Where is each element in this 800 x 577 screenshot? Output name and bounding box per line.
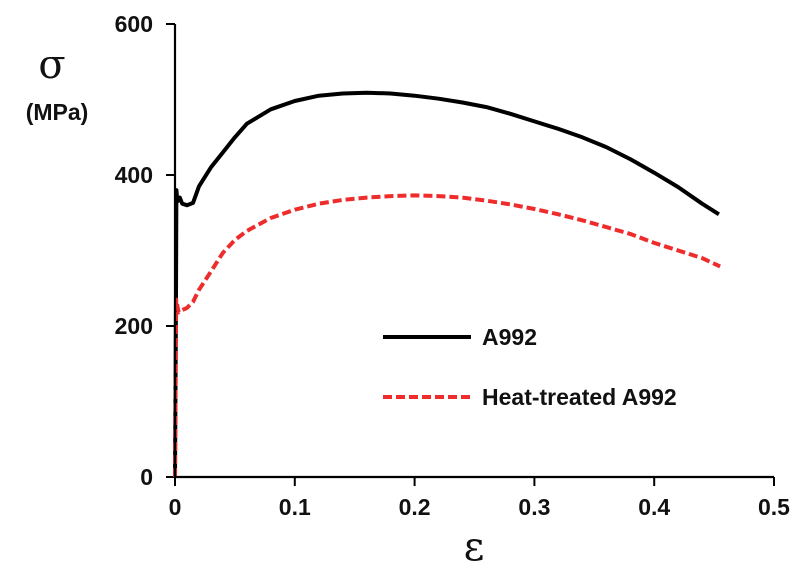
y-tick-label: 400 <box>115 162 153 188</box>
x-axis-ticks: 0 0.1 0.2 0.3 0.4 0.5 <box>169 477 790 520</box>
legend-label: A992 <box>482 324 537 350</box>
x-tick-label: 0.4 <box>638 494 670 520</box>
legend-label: Heat-treated A992 <box>482 384 677 410</box>
series-layer <box>173 90 721 478</box>
y-axis-ticks: 0 200 400 600 <box>115 11 175 490</box>
series-line-heat-treated-a992 <box>173 193 721 478</box>
x-tick-label: 0.2 <box>399 494 431 520</box>
y-tick-label: 200 <box>115 313 153 339</box>
series-line-a992 <box>173 90 720 478</box>
y-axis-label: σ <box>38 42 65 88</box>
y-tick-label: 600 <box>115 11 153 37</box>
y-axis-unit-label: (MPa) <box>26 99 89 125</box>
legend: A992 Heat-treated A992 <box>383 324 677 410</box>
x-tick-label: 0.5 <box>758 494 790 520</box>
x-tick-label: 0 <box>169 494 182 520</box>
x-tick-label: 0.1 <box>279 494 311 520</box>
y-tick-label: 0 <box>140 464 153 490</box>
x-axis-label: ε <box>464 524 485 570</box>
x-tick-label: 0.3 <box>518 494 550 520</box>
